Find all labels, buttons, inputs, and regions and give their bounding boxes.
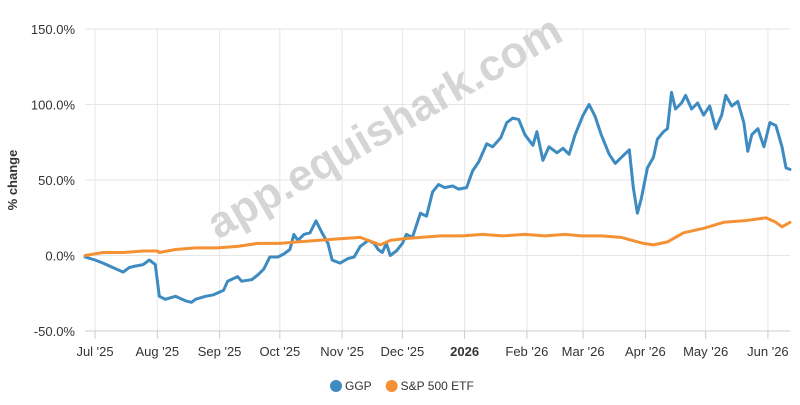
x-tick-label: Nov '25 [320,344,364,359]
y-tick-label: -50.0% [34,324,76,339]
x-tick-label: May '26 [683,344,728,359]
legend: GGP S&P 500 ETF [330,379,474,393]
legend-marker-icon [385,380,398,392]
series-line-ggp[interactable] [83,90,792,304]
x-tick-label: Oct '25 [259,344,300,359]
series-layer [83,90,792,304]
y-tick-label: 100.0% [31,98,76,113]
legend-marker-icon [330,380,342,392]
x-tick-label: Jun '26 [747,344,789,359]
series-line-sp500-etf[interactable] [83,216,792,257]
x-tick-label: Jul '25 [76,344,113,359]
y-axis-label: % change [5,150,20,211]
legend-item-ggp[interactable]: GGP [330,379,372,393]
x-tick-label: Dec '25 [381,344,425,359]
y-tick-label: 0.0% [45,249,75,264]
x-tick-label: Sep '25 [198,344,242,359]
grid-layer [85,28,790,332]
axis-layer: -50.0% 0.0% 50.0% 100.0% 150.0% Jul '25 Aug '2… [31,22,790,359]
legend-item-sp500-etf[interactable]: S&P 500 ETF [385,379,474,393]
y-tick-label: 150.0% [31,22,76,37]
legend-label: S&P 500 ETF [401,379,474,393]
x-tick-label: Mar '26 [562,344,605,359]
y-tick-label: 50.0% [38,173,75,188]
x-tick-label: 2026 [450,344,479,359]
x-tick-label: Aug '25 [135,344,179,359]
x-tick-label: Apr '26 [625,344,666,359]
watermark: app.equishark.com [199,6,571,249]
x-tick-label: Feb '26 [505,344,548,359]
legend-label: GGP [345,379,372,393]
